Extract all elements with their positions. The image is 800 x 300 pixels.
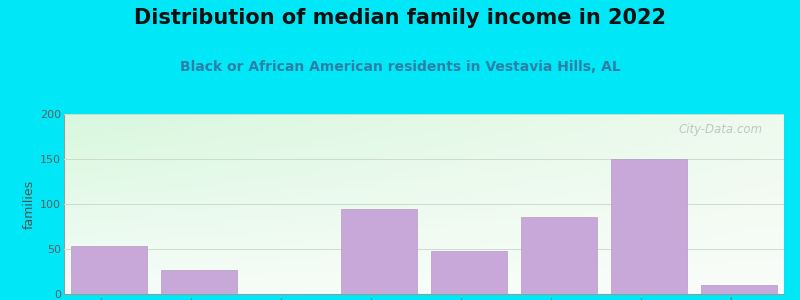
Bar bbox=[521, 217, 598, 294]
Y-axis label: families: families bbox=[23, 179, 36, 229]
Bar bbox=[701, 285, 778, 294]
Text: Black or African American residents in Vestavia Hills, AL: Black or African American residents in V… bbox=[180, 60, 620, 74]
Bar bbox=[430, 251, 507, 294]
Bar bbox=[341, 208, 418, 294]
Text: Distribution of median family income in 2022: Distribution of median family income in … bbox=[134, 8, 666, 28]
Text: City-Data.com: City-Data.com bbox=[678, 123, 762, 136]
Bar bbox=[610, 159, 687, 294]
Bar bbox=[161, 270, 238, 294]
Bar bbox=[70, 246, 147, 294]
